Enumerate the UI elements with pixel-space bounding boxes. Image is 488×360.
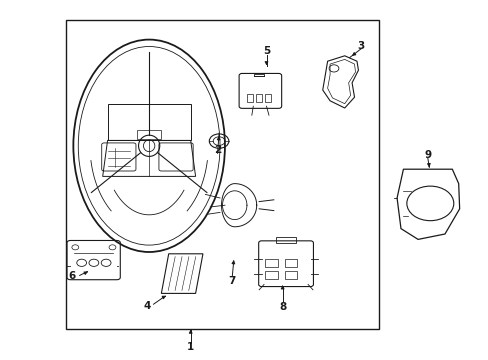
Text: 4: 4 (142, 301, 150, 311)
Bar (66, 20, 378, 329)
Text: 9: 9 (424, 150, 430, 160)
Text: 5: 5 (263, 46, 269, 56)
Bar (264, 271, 277, 279)
Text: 6: 6 (69, 271, 76, 282)
Bar (284, 271, 297, 279)
Bar (256, 94, 262, 102)
Bar (264, 259, 277, 267)
Bar (137, 130, 161, 139)
Text: 1: 1 (187, 342, 194, 352)
Bar (264, 94, 270, 102)
Text: 8: 8 (279, 302, 285, 312)
Bar (284, 259, 297, 267)
Bar (276, 237, 295, 243)
Text: 7: 7 (228, 276, 236, 286)
Bar (247, 94, 253, 102)
Text: 2: 2 (214, 145, 221, 156)
Text: 3: 3 (357, 41, 364, 51)
